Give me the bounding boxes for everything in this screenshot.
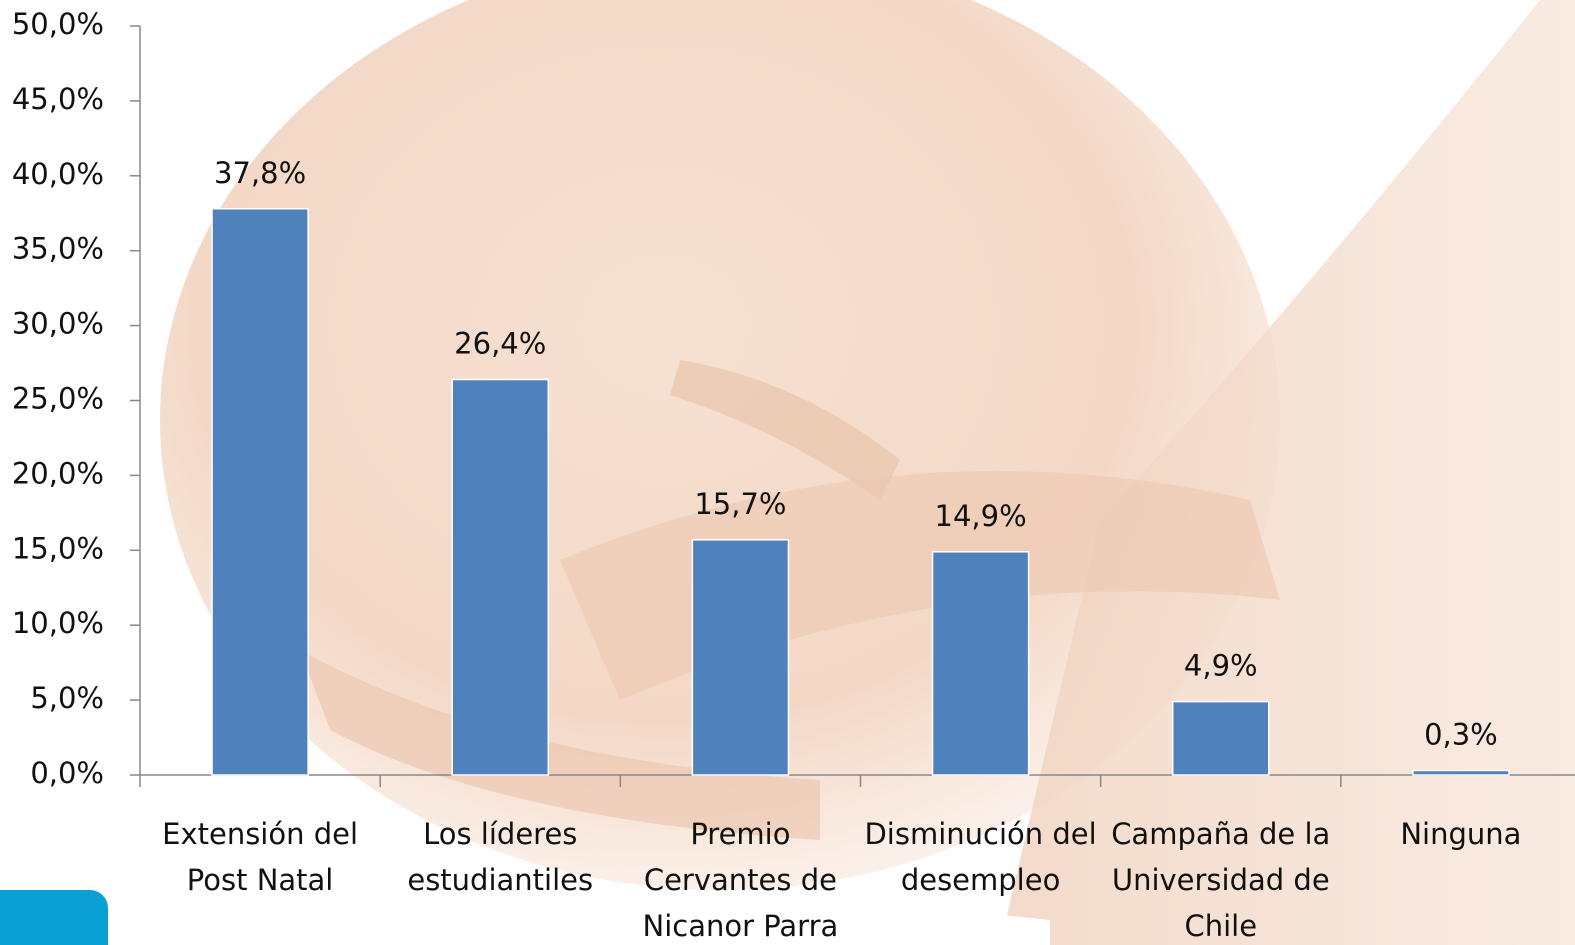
value-label: 0,3% [1424,718,1498,752]
value-label: 4,9% [1184,649,1258,683]
bar [931,551,1030,776]
y-tick-label: 0,0% [30,756,104,790]
y-tick-label: 40,0% [12,157,104,191]
y-tick-label: 5,0% [30,681,104,715]
y-tick-label: 45,0% [12,82,104,116]
bar [1412,769,1510,776]
value-label: 14,9% [935,499,1027,533]
bar [691,539,790,776]
x-tick-label: Los líderes estudiantiles [407,817,594,897]
y-tick-label: 50,0% [12,7,104,41]
x-tick-label: Premio Cervantes de Nicanor Parra [642,817,839,943]
y-tick-label: 20,0% [12,456,104,490]
corner-badge [0,890,108,945]
y-tick-label: 35,0% [12,232,104,266]
x-tick-label: Campaña de la Universidad de Chile [1111,817,1331,943]
plot: 0,0% 5,0% 10,0% 15,0% 20,0% 25,0% 30,0% 35,0% 40… [12,7,1575,790]
y-tick-label: 25,0% [12,382,104,416]
bar [451,378,550,776]
x-tick-label: Extensión del Post Natal [162,817,359,897]
background-photo [160,0,1575,945]
y-tick-label: 10,0% [12,606,104,640]
value-label: 15,7% [694,487,786,521]
y-tick-label: 15,0% [12,531,104,565]
value-label: 37,8% [214,156,306,190]
x-tick-label: Ninguna [1400,817,1522,851]
value-label: 26,4% [454,327,546,361]
bar [1171,700,1270,776]
bar [211,208,309,776]
y-tick-label: 30,0% [12,307,104,341]
x-tick-label: Disminución del desempleo [864,817,1097,897]
